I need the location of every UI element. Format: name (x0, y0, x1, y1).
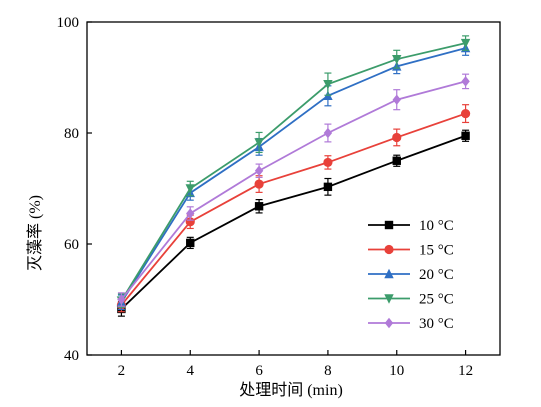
series-0 (117, 129, 470, 317)
y-tick-label: 40 (64, 348, 79, 364)
plot-frame (86, 21, 501, 356)
y-tick-label: 100 (57, 15, 80, 31)
x-tick-label: 12 (458, 363, 473, 379)
data-point (392, 132, 402, 143)
axes: 2 4 6 8 10 12 40 60 80 100 (57, 15, 501, 379)
legend-marker (384, 317, 394, 329)
y-tick-label: 60 (64, 237, 79, 253)
data-point (460, 38, 471, 49)
legend-marker (384, 220, 394, 230)
legend-item-4: 30 °C (368, 316, 454, 332)
y-axis-title: 灭藻率 (%) (26, 195, 44, 271)
data-point (254, 165, 264, 176)
x-tick-label: 6 (255, 363, 263, 379)
legend: 10 °C 15 °C 20 °C 25 °C 30 °C (368, 218, 454, 332)
x-tick-label: 2 (118, 363, 126, 379)
x-axis-title: 处理时间 (min) (239, 381, 343, 399)
data-point (392, 54, 402, 65)
data-point (461, 131, 470, 140)
legend-label: 30 °C (419, 316, 454, 332)
x-tick-label: 10 (389, 363, 404, 379)
series-4 (117, 73, 470, 307)
series-layer (116, 35, 471, 317)
data-point (185, 184, 195, 194)
y-tick-label: 80 (64, 126, 79, 142)
x-tick-label: 4 (187, 363, 195, 379)
data-point (254, 179, 264, 189)
data-point (392, 156, 401, 165)
series-line (120, 134, 466, 310)
data-point (186, 238, 195, 248)
series-line (120, 112, 466, 306)
legend-marker (384, 294, 394, 304)
data-point (186, 208, 195, 219)
data-point (185, 217, 195, 227)
series-line (120, 80, 466, 301)
data-point (323, 182, 333, 192)
data-point (392, 94, 401, 105)
legend-label: 20 °C (419, 267, 454, 283)
series-3 (116, 35, 471, 308)
series-1 (116, 104, 471, 313)
data-point (323, 79, 333, 90)
legend-label: 15 °C (419, 243, 454, 259)
legend-item-1: 15 °C (368, 243, 454, 259)
legend-item-3: 25 °C (368, 292, 454, 308)
data-point (254, 138, 264, 148)
legend-label: 10 °C (419, 218, 454, 234)
legend-marker (384, 244, 394, 255)
series-line (120, 42, 466, 302)
data-point (117, 294, 126, 305)
series-line (120, 47, 466, 303)
series-2 (116, 40, 471, 311)
legend-item-2: 20 °C (368, 267, 454, 283)
legend-marker (384, 268, 394, 279)
data-point (254, 202, 264, 211)
data-point (460, 108, 471, 119)
data-point (323, 157, 333, 168)
data-point (323, 127, 333, 139)
legend-item-0: 10 °C (368, 218, 454, 234)
x-tick-label: 8 (324, 363, 332, 379)
legend-label: 25 °C (419, 292, 454, 308)
data-point (461, 76, 470, 87)
